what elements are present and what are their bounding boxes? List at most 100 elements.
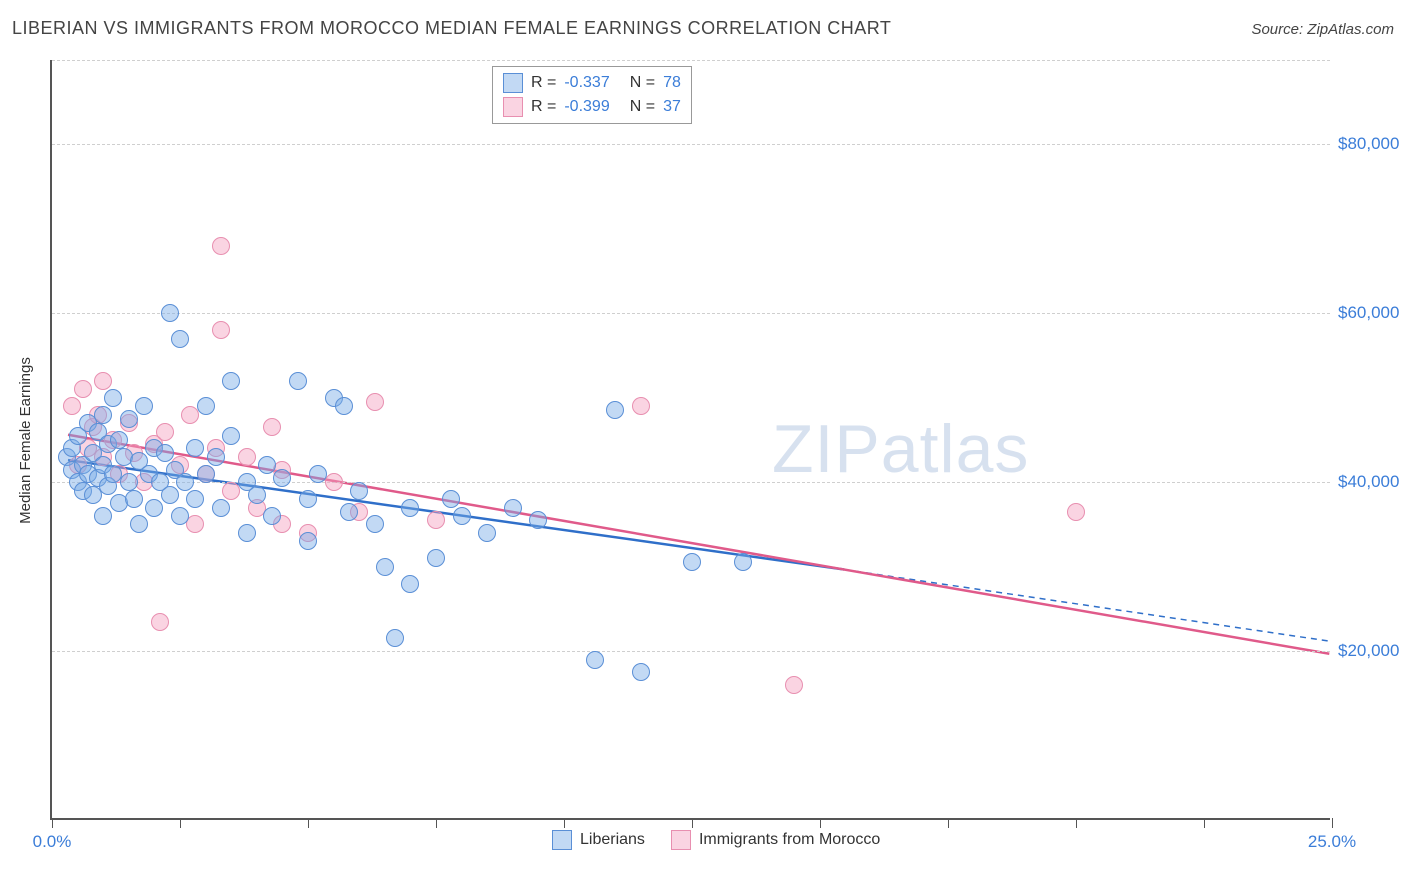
data-point-liberians xyxy=(340,503,358,521)
legend-n-value: 37 xyxy=(663,98,681,116)
y-tick-label: $40,000 xyxy=(1338,472,1399,492)
data-point-morocco xyxy=(156,423,174,441)
data-point-morocco xyxy=(212,237,230,255)
data-point-liberians xyxy=(401,575,419,593)
data-point-liberians xyxy=(366,515,384,533)
data-point-liberians xyxy=(104,389,122,407)
data-point-liberians xyxy=(427,549,445,567)
data-point-morocco xyxy=(263,418,281,436)
data-point-liberians xyxy=(478,524,496,542)
data-point-liberians xyxy=(299,532,317,550)
data-point-liberians xyxy=(442,490,460,508)
data-point-liberians xyxy=(94,507,112,525)
data-point-liberians xyxy=(145,499,163,517)
data-point-liberians xyxy=(207,448,225,466)
legend-label: Immigrants from Morocco xyxy=(699,831,880,849)
x-tick xyxy=(564,818,565,828)
data-point-liberians xyxy=(130,515,148,533)
watermark-bold: ZIP xyxy=(772,411,881,487)
x-tick xyxy=(436,818,437,828)
chart-title: LIBERIAN VS IMMIGRANTS FROM MOROCCO MEDI… xyxy=(12,18,891,39)
data-point-liberians xyxy=(504,499,522,517)
data-point-liberians xyxy=(386,629,404,647)
legend-label: Liberians xyxy=(580,831,645,849)
legend-swatch xyxy=(552,830,572,850)
data-point-morocco xyxy=(427,511,445,529)
data-point-liberians xyxy=(135,397,153,415)
legend-r-value: -0.399 xyxy=(564,98,609,116)
x-tick xyxy=(948,818,949,828)
data-point-liberians xyxy=(197,397,215,415)
data-point-liberians xyxy=(299,490,317,508)
legend-n-value: 78 xyxy=(663,74,681,92)
data-point-liberians xyxy=(529,511,547,529)
data-point-morocco xyxy=(325,473,343,491)
data-point-liberians xyxy=(289,372,307,390)
watermark: ZIPatlas xyxy=(772,410,1029,488)
legend-n-label: N = xyxy=(630,74,655,92)
legend-r-label: R = xyxy=(531,98,556,116)
data-point-liberians xyxy=(606,401,624,419)
data-point-liberians xyxy=(186,490,204,508)
regression-line xyxy=(68,435,1329,654)
data-point-liberians xyxy=(161,304,179,322)
legend-item-morocco: Immigrants from Morocco xyxy=(671,830,880,850)
y-tick-label: $60,000 xyxy=(1338,303,1399,323)
data-point-liberians xyxy=(238,524,256,542)
legend-swatch xyxy=(503,97,523,117)
data-point-liberians xyxy=(125,490,143,508)
data-point-liberians xyxy=(248,486,266,504)
gridline-h xyxy=(52,651,1330,652)
data-point-liberians xyxy=(120,410,138,428)
x-tick-label: 0.0% xyxy=(33,832,72,852)
data-point-liberians xyxy=(156,444,174,462)
legend-r-label: R = xyxy=(531,74,556,92)
data-point-liberians xyxy=(350,482,368,500)
data-point-morocco xyxy=(785,676,803,694)
data-point-liberians xyxy=(401,499,419,517)
x-tick xyxy=(52,818,53,828)
legend-n-label: N = xyxy=(630,98,655,116)
data-point-liberians xyxy=(734,553,752,571)
scatter-plot-area: ZIPatlas R = -0.337 N = 78 R = -0.399 N = 3… xyxy=(50,60,1330,820)
data-point-liberians xyxy=(186,439,204,457)
legend-row-morocco: R = -0.399 N = 37 xyxy=(503,95,681,119)
data-point-liberians xyxy=(309,465,327,483)
series-legend: Liberians Immigrants from Morocco xyxy=(552,830,880,850)
x-tick-label: 25.0% xyxy=(1308,832,1356,852)
data-point-liberians xyxy=(632,663,650,681)
correlation-legend: R = -0.337 N = 78 R = -0.399 N = 37 xyxy=(492,66,692,124)
legend-item-liberians: Liberians xyxy=(552,830,645,850)
data-point-liberians xyxy=(273,469,291,487)
y-tick-label: $20,000 xyxy=(1338,641,1399,661)
data-point-liberians xyxy=(197,465,215,483)
data-point-liberians xyxy=(120,473,138,491)
data-point-morocco xyxy=(238,448,256,466)
gridline-h xyxy=(52,144,1330,145)
x-tick xyxy=(692,818,693,828)
legend-swatch xyxy=(671,830,691,850)
data-point-liberians xyxy=(335,397,353,415)
data-point-liberians xyxy=(222,372,240,390)
data-point-liberians xyxy=(94,406,112,424)
data-point-morocco xyxy=(186,515,204,533)
data-point-morocco xyxy=(63,397,81,415)
data-point-liberians xyxy=(176,473,194,491)
data-point-liberians xyxy=(212,499,230,517)
data-point-liberians xyxy=(161,486,179,504)
legend-r-value: -0.337 xyxy=(564,74,609,92)
data-point-liberians xyxy=(263,507,281,525)
y-axis-label: Median Female Earnings xyxy=(17,357,34,524)
data-point-morocco xyxy=(632,397,650,415)
x-tick xyxy=(308,818,309,828)
y-tick-label: $80,000 xyxy=(1338,134,1399,154)
data-point-morocco xyxy=(212,321,230,339)
x-tick xyxy=(180,818,181,828)
x-tick xyxy=(820,818,821,828)
data-point-liberians xyxy=(376,558,394,576)
legend-row-liberians: R = -0.337 N = 78 xyxy=(503,71,681,95)
source-label: Source: ZipAtlas.com xyxy=(1251,21,1394,38)
data-point-morocco xyxy=(94,372,112,390)
data-point-liberians xyxy=(171,330,189,348)
x-tick xyxy=(1332,818,1333,828)
